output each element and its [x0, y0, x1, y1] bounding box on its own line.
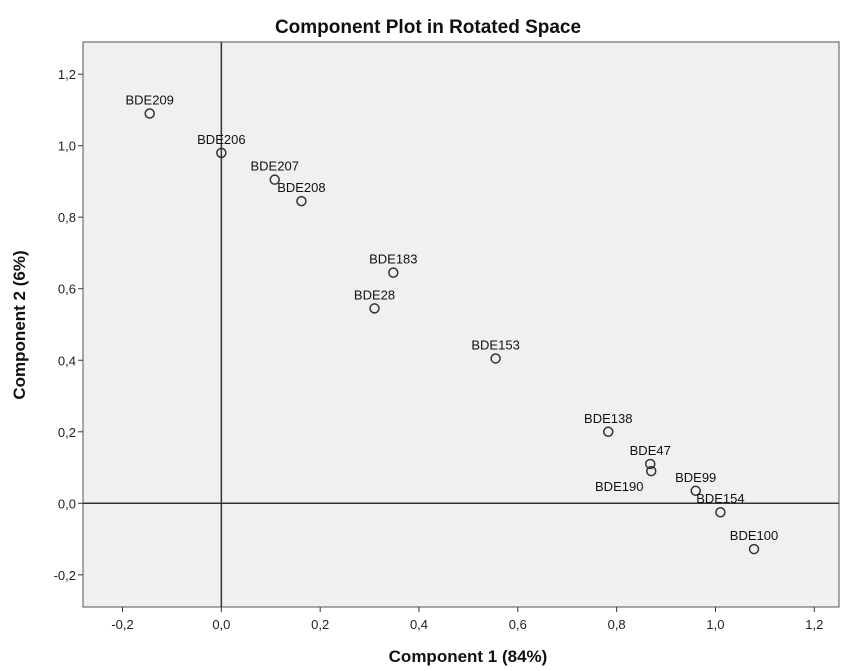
y-tick-label: 0,4: [58, 353, 76, 368]
y-tick-label: 0,6: [58, 282, 76, 297]
point-marker: [216, 147, 227, 159]
point-marker: [715, 506, 726, 518]
y-tick-label: 0,0: [58, 496, 76, 511]
point-label: BDE209: [125, 93, 173, 108]
y-tick-label: 0,8: [58, 210, 76, 225]
plot-area: [82, 41, 840, 608]
point-marker: [602, 426, 614, 438]
point-label: BDE206: [197, 132, 245, 147]
x-tick-label: 0,8: [608, 617, 626, 632]
point-label: BDE28: [354, 287, 395, 302]
y-tick-label: 1,0: [58, 139, 76, 154]
point-marker: [388, 267, 399, 278]
chart-title: Component Plot in Rotated Space: [275, 17, 581, 38]
y-tick-label: 1,2: [58, 67, 76, 82]
reference-lines: [83, 42, 839, 607]
x-tick-label: 0,0: [212, 617, 230, 632]
y-axis-label: Component 2 (6%): [10, 250, 29, 399]
point-marker: [269, 174, 280, 185]
point-marker: [748, 543, 760, 555]
data-points: BDE209 BDE206 BDE207 BDE208 BDE183 BDE28 BDE15…: [125, 93, 778, 555]
x-axis-ticks: -0,2 0,0 0,2 0,4 0,6 0,8 1,0 1,2: [111, 607, 823, 632]
y-axis-ticks: -0,2 0,0 0,2 0,4 0,6 0,8 1,0 1,2: [54, 67, 83, 583]
point-marker: [144, 108, 155, 119]
point-label: BDE208: [277, 180, 325, 195]
x-tick-label: 1,0: [706, 617, 724, 632]
point-label: BDE183: [369, 252, 417, 267]
point-marker: [369, 303, 380, 314]
point-label: BDE47: [630, 443, 671, 458]
x-tick-label: 0,6: [509, 617, 527, 632]
point-marker: [296, 195, 307, 207]
point-label: BDE153: [471, 337, 519, 352]
x-tick-label: 1,2: [805, 617, 823, 632]
point-label: BDE138: [584, 411, 632, 426]
point-label: BDE100: [730, 528, 778, 543]
point-marker: [690, 485, 701, 497]
point-marker: [490, 353, 501, 364]
x-tick-label: 0,2: [311, 617, 329, 632]
point-label: BDE207: [251, 159, 299, 174]
point-marker: [644, 458, 656, 470]
point-label: BDE154: [696, 491, 744, 506]
y-tick-label: 0,2: [58, 425, 76, 440]
y-tick-label: -0,2: [54, 568, 76, 583]
point-label: BDE190: [595, 479, 643, 494]
x-axis-label: Component 1 (84%): [389, 647, 548, 666]
x-tick-label: 0,4: [410, 617, 428, 632]
x-tick-label: -0,2: [111, 617, 133, 632]
point-marker: [645, 465, 657, 477]
point-label: BDE99: [675, 470, 716, 485]
